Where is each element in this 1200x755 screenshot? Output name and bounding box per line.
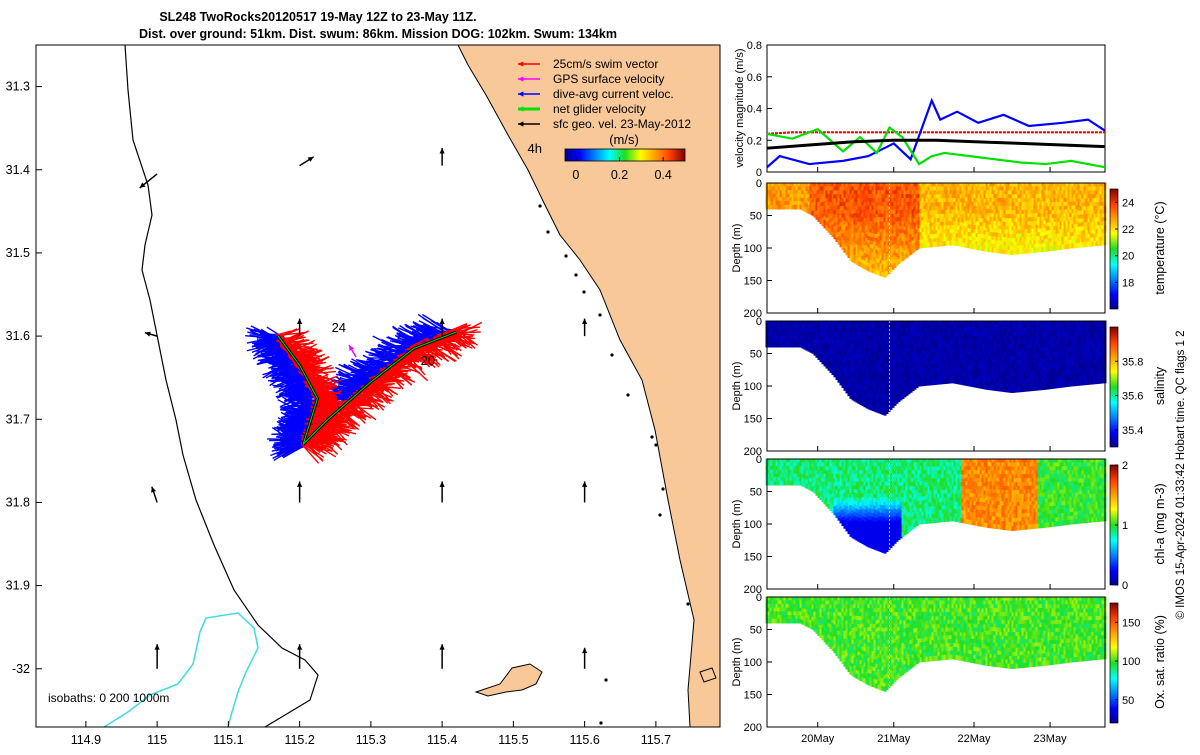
map-x-tick-label: 114.9 bbox=[71, 733, 101, 747]
coast-dot bbox=[626, 393, 629, 396]
section-colorbar-tick-label: 20 bbox=[1122, 251, 1134, 263]
section-colorbar-tick-label: 24 bbox=[1122, 197, 1134, 209]
coast-dot bbox=[546, 230, 549, 233]
velocity-y-tick-label: 0.4 bbox=[747, 104, 762, 116]
map-x-tick-label: 115.7 bbox=[641, 733, 671, 747]
figure-title-line1: SL248 TwoRocks20120517 19-May 12Z to 23-… bbox=[159, 10, 476, 24]
map-y-tick-label: 31.7 bbox=[6, 412, 30, 426]
coast-dot bbox=[658, 513, 661, 516]
colorbar-tick-label: 0.2 bbox=[611, 168, 628, 182]
coast-dot bbox=[650, 435, 653, 438]
map-x-tick-label: 115.3 bbox=[356, 733, 386, 747]
colorbar-tick-label: 0 bbox=[572, 168, 579, 182]
isobath-legend: isobaths: 0 200 1000m bbox=[48, 691, 169, 705]
map-panel: 114.9 115 115.1 115.2 115.3 115.4 115.5 115.6 11… bbox=[6, 45, 720, 747]
legend-label: net glider velocity bbox=[553, 102, 646, 116]
coast-dot bbox=[661, 487, 664, 490]
map-y-tick-label: 31.5 bbox=[6, 246, 30, 260]
section-y-tick-label: 0 bbox=[756, 178, 762, 190]
velocity-panel: 00.20.40.60.8 velocity magnitude (m/s) bbox=[734, 40, 1105, 179]
legend-label: dive-avg current veloc. bbox=[553, 87, 674, 101]
map-x-tick-label: 115.1 bbox=[213, 733, 243, 747]
coast-dot bbox=[686, 602, 689, 605]
colorbar-gradient bbox=[565, 149, 685, 161]
section-y-tick-label: 150 bbox=[744, 276, 762, 288]
coast-dot bbox=[654, 443, 657, 446]
map-y-tick-label: 31.9 bbox=[6, 579, 30, 593]
map-x-tick-label: 115.2 bbox=[284, 733, 314, 747]
map-y-tick-label: 31.8 bbox=[6, 495, 30, 509]
section-colorbar-tick-label: 22 bbox=[1122, 224, 1134, 236]
dive-avg-vector bbox=[349, 375, 377, 376]
map-y-tick-label: 31.4 bbox=[6, 163, 30, 177]
map-x-tick-label: 115.6 bbox=[569, 733, 599, 747]
coast-dot bbox=[582, 290, 585, 293]
map-annotation: 4h bbox=[528, 141, 542, 156]
coast-dot bbox=[610, 353, 613, 356]
coast-dot bbox=[599, 721, 602, 724]
map-annotation: 20 bbox=[421, 353, 435, 368]
coast-dot bbox=[598, 313, 601, 316]
section-y-tick-label: 50 bbox=[750, 211, 762, 223]
map-x-tick-label: 115.5 bbox=[498, 733, 528, 747]
map-x-tick-label: 115 bbox=[147, 733, 167, 747]
velocity-ylabel: velocity magnitude (m/s) bbox=[734, 48, 746, 167]
section-colorbar-label: temperature (°C) bbox=[1153, 201, 1167, 294]
map-x-tick-label: 115.4 bbox=[427, 733, 457, 747]
map-y-tick-label: 31.6 bbox=[6, 329, 30, 343]
coast-dot bbox=[604, 678, 607, 681]
legend-label: GPS surface velocity bbox=[553, 72, 664, 86]
section-ylabel: Depth (m) bbox=[731, 224, 743, 273]
velocity-y-tick-label: 0.6 bbox=[747, 72, 762, 84]
colorbar-unit-label: (m/s) bbox=[609, 132, 639, 147]
velocity-y-tick-label: 0.2 bbox=[747, 135, 762, 147]
coast-dot bbox=[564, 254, 567, 257]
legend-label: 25cm/s swim vector bbox=[553, 57, 658, 71]
section-y-tick-label: 100 bbox=[744, 243, 762, 255]
map-y-tick-label: 31.3 bbox=[6, 80, 30, 94]
map-annotation: 24 bbox=[332, 320, 346, 335]
map-y-tick-label: -32 bbox=[12, 662, 30, 676]
colorbar-tick-label: 0.4 bbox=[654, 168, 671, 182]
legend-label: sfc geo. vel. 23-May-2012 bbox=[553, 117, 691, 131]
section-colorbar-tick-label: 18 bbox=[1122, 277, 1134, 289]
section-colorbar bbox=[1110, 189, 1118, 309]
coast-dot bbox=[574, 273, 577, 276]
coast-dot bbox=[538, 204, 541, 207]
velocity-y-tick-label: 0.8 bbox=[747, 40, 762, 52]
figure-title-line2: Dist. over ground: 51km. Dist. swum: 86k… bbox=[139, 27, 617, 41]
